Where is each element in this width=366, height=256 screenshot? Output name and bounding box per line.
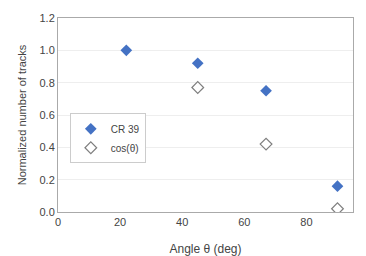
svg-text:60: 60 [238,216,250,228]
svg-text:0.4: 0.4 [40,141,55,153]
svg-text:0.2: 0.2 [40,174,55,186]
svg-text:1.0: 1.0 [40,44,55,56]
svg-text:40: 40 [176,216,188,228]
svg-text:0.0: 0.0 [40,206,55,218]
svg-text:20: 20 [114,216,126,228]
svg-text:80: 80 [300,216,312,228]
svg-text:0: 0 [55,216,61,228]
svg-text:0.6: 0.6 [40,109,55,121]
svg-text:CR 39: CR 39 [111,124,140,135]
svg-text:1.2: 1.2 [40,12,55,24]
svg-text:0.8: 0.8 [40,77,55,89]
svg-text:Angle θ (deg): Angle θ (deg) [169,242,241,256]
svg-text:cos(θ): cos(θ) [111,143,139,154]
svg-text:Normalized number of tracks: Normalized number of tracks [16,44,28,185]
